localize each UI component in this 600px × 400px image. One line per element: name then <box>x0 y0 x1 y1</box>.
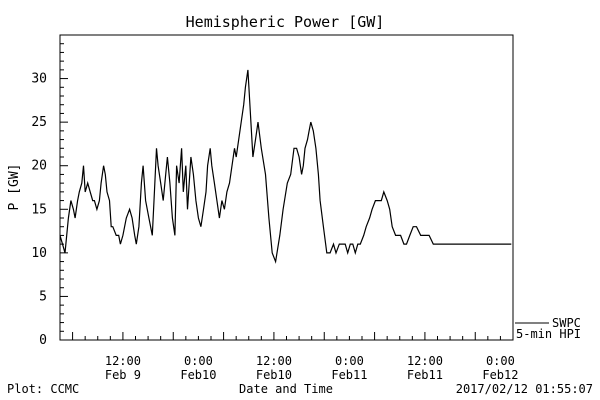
y-axis-label: P [GW] <box>7 164 22 211</box>
footer-left: Plot: CCMC <box>7 382 79 396</box>
y-tick-label: 20 <box>31 159 47 174</box>
y-tick-label: 10 <box>31 246 47 261</box>
y-tick-label: 30 <box>31 72 47 87</box>
legend: SWPC 5-min HPI <box>515 316 581 341</box>
y-tick-label: 5 <box>39 289 47 304</box>
x-tick-date-label: Feb12 <box>482 368 518 382</box>
x-tick-date-label: Feb11 <box>407 368 443 382</box>
x-tick-time-label: 0:00 <box>184 354 213 368</box>
y-tick-label: 25 <box>31 115 47 130</box>
x-tick-time-label: 0:00 <box>486 354 515 368</box>
x-tick-date-label: Feb 9 <box>105 368 141 382</box>
chart-title: Hemispheric Power [GW] <box>186 13 385 31</box>
x-tick-date-label: Feb11 <box>331 368 367 382</box>
legend-swpc-label: SWPC <box>552 316 581 330</box>
x-tick-time-label: 12:00 <box>256 354 292 368</box>
legend-hpi-label: 5-min HPI <box>516 327 581 341</box>
series-line-5-min-hpi <box>59 69 512 264</box>
x-tick-date-label: Feb10 <box>256 368 292 382</box>
y-tick-label: 0 <box>39 333 47 348</box>
x-tick-date-label: Feb10 <box>180 368 216 382</box>
x-tick-time-label: 12:00 <box>407 354 443 368</box>
y-axis: 0 5 10 15 20 25 30 <box>31 34 68 348</box>
x-tick-time-label: 12:00 <box>105 354 141 368</box>
x-tick-time-label: 0:00 <box>335 354 364 368</box>
y-tick-label: 15 <box>31 202 47 217</box>
footer-timestamp: 2017/02/12 01:55:07 <box>456 382 593 396</box>
x-axis-label: Date and Time <box>239 382 333 396</box>
